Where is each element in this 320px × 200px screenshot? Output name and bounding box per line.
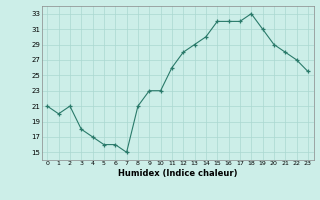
X-axis label: Humidex (Indice chaleur): Humidex (Indice chaleur) — [118, 169, 237, 178]
